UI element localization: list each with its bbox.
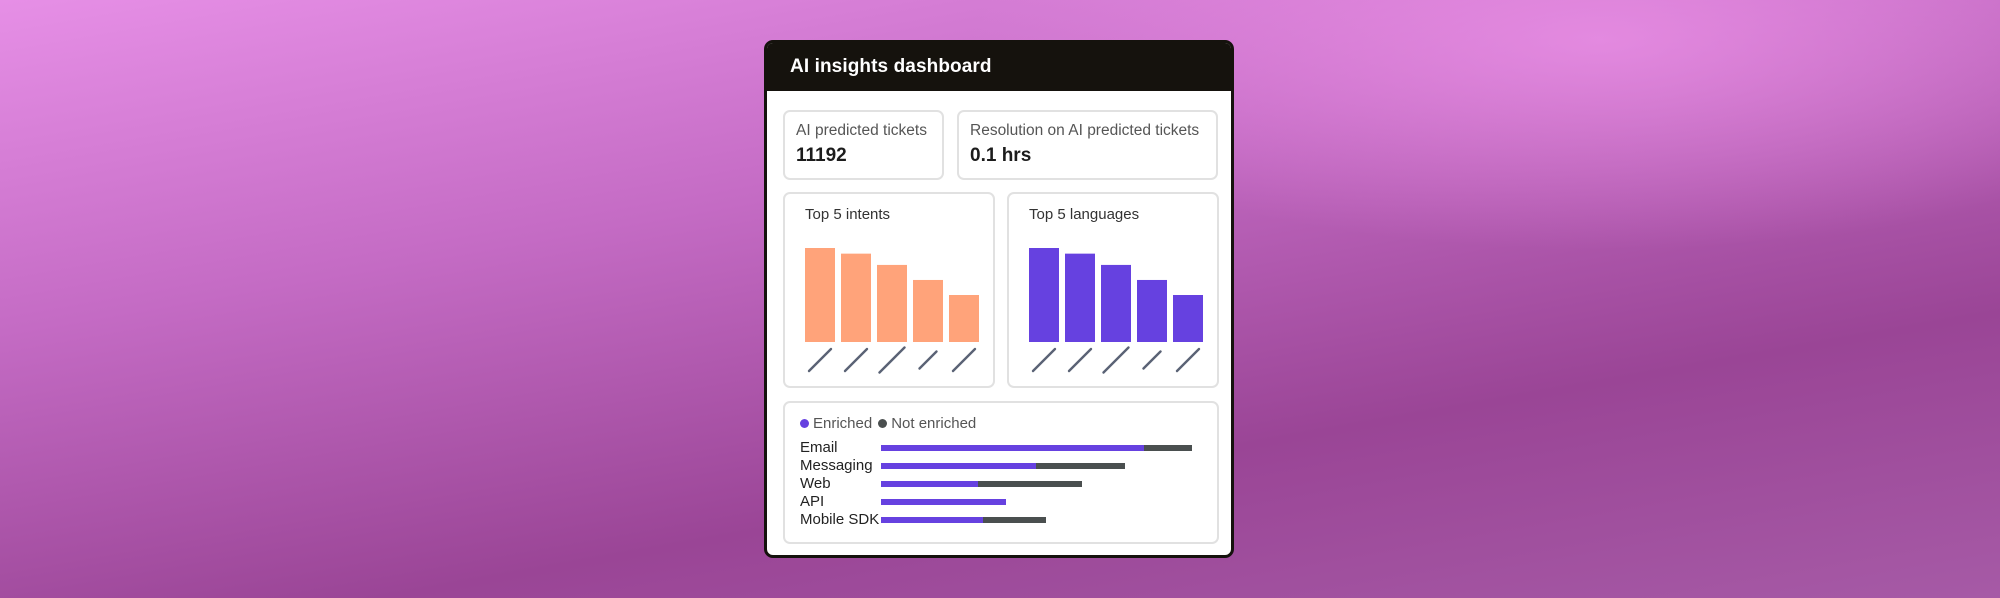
category-tick-label — [1102, 346, 1130, 374]
category-tick-label — [951, 347, 977, 373]
bar — [1029, 248, 1059, 342]
channel-bar — [881, 517, 1046, 523]
bar — [1065, 253, 1095, 342]
chart-title: Top 5 languages — [1029, 206, 1140, 223]
stat-value: 11192 — [796, 145, 847, 166]
legend-label: Enriched — [813, 415, 873, 432]
bar — [1173, 295, 1203, 342]
dashboard-title: AI insights dashboard — [790, 56, 992, 77]
not-enriched-dot-icon — [878, 419, 888, 428]
channel-bar — [881, 463, 1125, 469]
chart-title: Top 5 intents — [805, 206, 891, 223]
bar — [1137, 279, 1167, 342]
enrichment-by-channel-card: Enriched Not enriched Email Messaging Web A… — [783, 401, 1219, 544]
ai-insights-dashboard: AI insights dashboard AI predicted ticke… — [764, 40, 1234, 558]
category-tick-label — [1142, 350, 1162, 370]
enriched-segment — [881, 463, 1036, 469]
top-languages-bars — [1029, 248, 1203, 374]
legend-item-not-enriched: Not enriched — [878, 415, 976, 432]
channel-label: API — [800, 493, 825, 510]
bar — [949, 295, 979, 342]
legend: Enriched Not enriched — [800, 415, 982, 432]
channel-bar — [881, 499, 1006, 505]
channel-bar — [881, 445, 1192, 451]
category-tick-label — [807, 347, 833, 373]
legend-label: Not enriched — [891, 415, 977, 432]
category-tick-label — [843, 347, 869, 373]
channel-row: Email — [800, 439, 1220, 457]
channel-row: Messaging — [800, 457, 1220, 475]
enriched-segment — [881, 517, 983, 523]
stat-label: AI predicted tickets — [796, 122, 927, 139]
stat-card-resolution: Resolution on AI predicted tickets 0.1 h… — [957, 110, 1218, 180]
not-enriched-segment — [983, 517, 1046, 523]
bar — [1101, 264, 1131, 342]
category-tick-label — [1031, 347, 1057, 373]
bar — [877, 264, 907, 342]
top-intents-bars — [805, 248, 979, 374]
channel-bar — [881, 481, 1082, 487]
enriched-segment — [881, 481, 978, 487]
category-tick-label — [878, 346, 906, 374]
enriched-segment — [881, 445, 1144, 451]
category-tick-label — [1067, 347, 1093, 373]
top-languages-chart: Top 5 languages — [1007, 192, 1219, 388]
channel-label: Mobile SDK — [800, 511, 880, 528]
channel-label: Messaging — [800, 457, 873, 474]
category-tick-label — [1175, 347, 1201, 373]
enriched-dot-icon — [800, 419, 809, 428]
not-enriched-segment — [978, 481, 1082, 487]
bar — [841, 253, 871, 342]
channel-row: Web — [800, 475, 1220, 493]
stat-card-predicted-tickets: AI predicted tickets 11192 — [783, 110, 944, 180]
category-tick-label — [918, 350, 938, 370]
enriched-segment — [881, 499, 1006, 505]
stat-value: 0.1 hrs — [970, 145, 1032, 166]
channel-label: Email — [800, 439, 838, 456]
channel-label: Web — [800, 475, 831, 492]
channel-row: Mobile SDK — [800, 511, 1220, 529]
stat-label: Resolution on AI predicted tickets — [970, 122, 1200, 139]
legend-item-enriched: Enriched — [800, 415, 872, 432]
not-enriched-segment — [1144, 445, 1192, 451]
channel-row: API — [800, 493, 1220, 511]
bar — [805, 248, 835, 342]
dashboard-header: AI insights dashboard — [767, 43, 1231, 91]
not-enriched-segment — [1036, 463, 1125, 469]
bar — [913, 279, 943, 342]
top-intents-chart: Top 5 intents — [783, 192, 995, 388]
